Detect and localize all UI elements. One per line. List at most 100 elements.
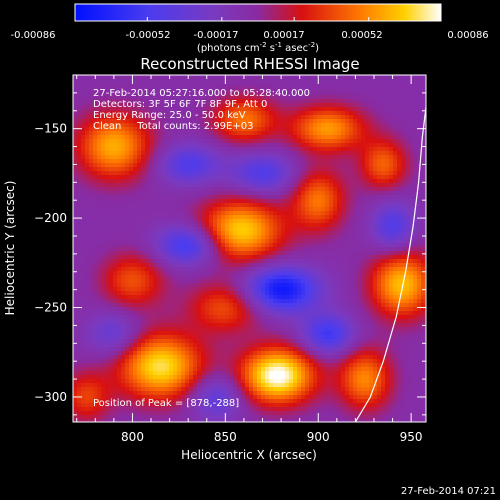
- heatmap-pixel: [93, 139, 98, 144]
- heatmap-pixel: [225, 263, 230, 268]
- heatmap-pixel: [117, 275, 122, 280]
- heatmap-pixel: [161, 267, 166, 272]
- heatmap-pixel: [297, 207, 302, 212]
- heatmap-pixel: [217, 115, 222, 120]
- heatmap-pixel: [89, 87, 94, 92]
- heatmap-pixel: [121, 171, 126, 176]
- heatmap-pixel: [73, 247, 78, 252]
- heatmap-pixel: [413, 215, 418, 220]
- heatmap-pixel: [265, 187, 270, 192]
- heatmap-pixel: [405, 175, 410, 180]
- heatmap-pixel: [129, 167, 134, 172]
- heatmap-pixel: [321, 123, 326, 128]
- heatmap-pixel: [225, 295, 230, 300]
- heatmap-pixel: [177, 239, 182, 244]
- heatmap-pixel: [269, 79, 274, 84]
- heatmap-pixel: [253, 227, 258, 232]
- heatmap-pixel: [233, 139, 238, 144]
- heatmap-pixel: [333, 235, 338, 240]
- heatmap-pixel: [393, 83, 398, 88]
- heatmap-pixel: [309, 219, 314, 224]
- heatmap-pixel: [257, 255, 262, 260]
- heatmap-pixel: [225, 215, 230, 220]
- heatmap-pixel: [81, 163, 86, 168]
- heatmap-pixel: [97, 295, 102, 300]
- heatmap-pixel: [185, 219, 190, 224]
- heatmap-pixel: [401, 87, 406, 92]
- heatmap-pixel: [301, 191, 306, 196]
- heatmap-pixel: [109, 195, 114, 200]
- heatmap-pixel: [329, 135, 334, 140]
- heatmap-pixel: [241, 295, 246, 300]
- heatmap-pixel: [185, 251, 190, 256]
- heatmap-pixel: [93, 135, 98, 140]
- heatmap-pixel: [77, 203, 82, 208]
- heatmap-pixel: [413, 279, 418, 284]
- heatmap-pixel: [349, 183, 354, 188]
- heatmap-pixel: [225, 111, 230, 116]
- heatmap-pixel: [269, 267, 274, 272]
- heatmap-pixel: [149, 207, 154, 212]
- heatmap-pixel: [97, 207, 102, 212]
- heatmap-pixel: [265, 123, 270, 128]
- heatmap-pixel: [373, 143, 378, 148]
- heatmap-pixel: [137, 251, 142, 256]
- heatmap-pixel: [381, 167, 386, 172]
- heatmap-pixel: [413, 251, 418, 256]
- heatmap-pixel: [201, 215, 206, 220]
- heatmap-pixel: [185, 203, 190, 208]
- heatmap-pixel: [281, 215, 286, 220]
- heatmap-pixel: [137, 207, 142, 212]
- heatmap-pixel: [369, 131, 374, 136]
- heatmap-pixel: [401, 99, 406, 104]
- heatmap-pixel: [217, 175, 222, 180]
- heatmap-pixel: [117, 139, 122, 144]
- heatmap-pixel: [393, 79, 398, 84]
- heatmap-pixel: [149, 263, 154, 268]
- heatmap-pixel: [157, 243, 162, 248]
- heatmap-pixel: [377, 283, 382, 288]
- heatmap-pixel: [361, 103, 366, 108]
- heatmap-pixel: [165, 259, 170, 264]
- heatmap-pixel: [305, 95, 310, 100]
- heatmap-pixel: [209, 147, 214, 152]
- heatmap-pixel: [365, 287, 370, 292]
- heatmap-pixel: [257, 267, 262, 272]
- heatmap-pixel: [345, 219, 350, 224]
- heatmap-pixel: [373, 83, 378, 88]
- heatmap-pixel: [301, 155, 306, 160]
- heatmap-pixel: [377, 267, 382, 272]
- heatmap-pixel: [365, 87, 370, 92]
- heatmap-pixel: [121, 263, 126, 268]
- heatmap-pixel: [137, 255, 142, 260]
- heatmap-pixel: [101, 127, 106, 132]
- heatmap-pixel: [197, 143, 202, 148]
- heatmap-pixel: [149, 131, 154, 136]
- heatmap-pixel: [345, 151, 350, 156]
- heatmap-pixel: [265, 139, 270, 144]
- heatmap-pixel: [369, 235, 374, 240]
- heatmap-pixel: [329, 107, 334, 112]
- heatmap-pixel: [397, 167, 402, 172]
- heatmap-pixel: [161, 83, 166, 88]
- heatmap-pixel: [165, 139, 170, 144]
- heatmap-pixel: [153, 91, 158, 96]
- heatmap-pixel: [233, 227, 238, 232]
- heatmap-pixel: [153, 227, 158, 232]
- heatmap-pixel: [173, 255, 178, 260]
- heatmap-pixel: [153, 279, 158, 284]
- heatmap-pixel: [249, 107, 254, 112]
- heatmap-pixel: [337, 127, 342, 132]
- heatmap-pixel: [85, 215, 90, 220]
- heatmap-pixel: [105, 135, 110, 140]
- heatmap-pixel: [197, 155, 202, 160]
- heatmap-pixel: [405, 163, 410, 168]
- heatmap-pixel: [289, 163, 294, 168]
- heatmap-pixel: [233, 171, 238, 176]
- heatmap-pixel: [245, 131, 250, 136]
- heatmap-pixel: [237, 155, 242, 160]
- heatmap-pixel: [113, 279, 118, 284]
- heatmap-pixel: [117, 175, 122, 180]
- heatmap-pixel: [169, 219, 174, 224]
- heatmap-pixel: [365, 195, 370, 200]
